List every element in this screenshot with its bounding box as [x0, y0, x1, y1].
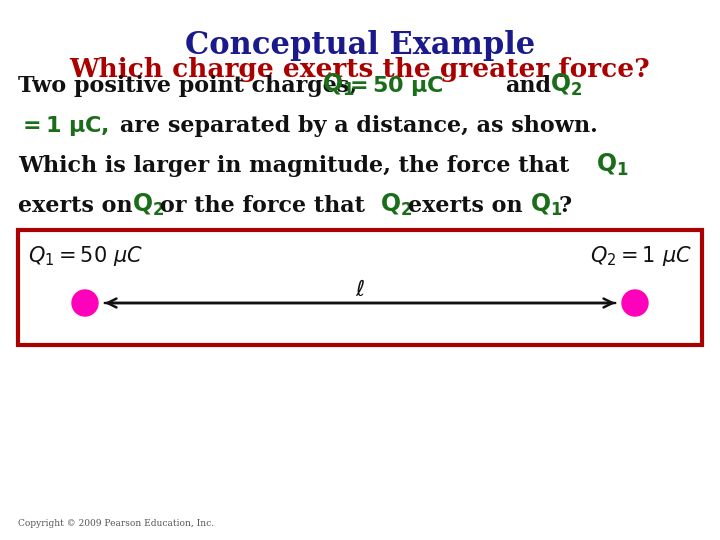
Text: Which charge exerts the greater force?: Which charge exerts the greater force?	[70, 57, 650, 82]
Text: $\bf{= 50\ \mu C}$: $\bf{= 50\ \mu C}$	[345, 74, 444, 98]
Text: Conceptual Example: Conceptual Example	[185, 30, 535, 61]
Circle shape	[622, 290, 648, 316]
Text: $Q_2 = 1\ \mu C$: $Q_2 = 1\ \mu C$	[590, 244, 692, 268]
Text: Two positive point charges,: Two positive point charges,	[18, 75, 357, 97]
Text: $Q_1 = 50\ \mu C$: $Q_1 = 50\ \mu C$	[28, 244, 143, 268]
Text: or the force that: or the force that	[160, 195, 365, 217]
Text: $\bf{Q_1}$: $\bf{Q_1}$	[530, 192, 562, 218]
Text: ?: ?	[558, 195, 571, 217]
Text: and: and	[505, 75, 551, 97]
Bar	[18, 230, 702, 345]
Text: $\ell$: $\ell$	[355, 279, 365, 301]
Text: exerts on: exerts on	[408, 195, 523, 217]
Circle shape	[72, 290, 98, 316]
Text: Copyright © 2009 Pearson Education, Inc.: Copyright © 2009 Pearson Education, Inc.	[18, 519, 214, 528]
Text: $\bf{= 1\ \mu C,}$: $\bf{= 1\ \mu C,}$	[18, 114, 109, 138]
Text: exerts on: exerts on	[18, 195, 132, 217]
Text: are separated by a distance, as shown.: are separated by a distance, as shown.	[120, 115, 598, 137]
Text: $\bf{Q_1}$: $\bf{Q_1}$	[596, 152, 629, 178]
Text: $\bf{Q_2}$: $\bf{Q_2}$	[550, 72, 582, 98]
Text: $\bf{Q_2}$: $\bf{Q_2}$	[380, 192, 413, 218]
Text: Which is larger in magnitude, the force that: Which is larger in magnitude, the force …	[18, 155, 570, 177]
Text: $\bf{Q_2}$: $\bf{Q_2}$	[132, 192, 164, 218]
Text: $\bf{Q_1}$: $\bf{Q_1}$	[322, 72, 354, 98]
